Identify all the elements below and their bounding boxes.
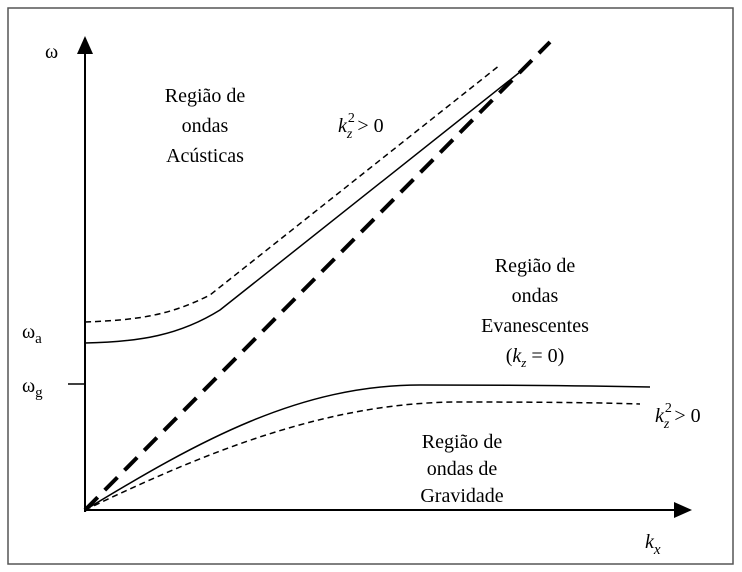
level-label: ωg bbox=[22, 375, 43, 401]
region-line: Gravidade bbox=[420, 485, 503, 507]
sound-line bbox=[83, 40, 552, 512]
region-evanescent: Região de ondas Evanescentes (kz = 0) bbox=[481, 255, 589, 370]
acoustic-dashed bbox=[84, 64, 501, 323]
x-axis-label: kx bbox=[645, 531, 661, 558]
region-line: ondas bbox=[182, 115, 229, 137]
acoustic-curve bbox=[84, 71, 521, 344]
y-axis-label: ω bbox=[45, 41, 58, 63]
region-line: Evanescentes bbox=[481, 315, 589, 337]
region-line: Região de bbox=[495, 255, 576, 277]
region-line: Região de bbox=[165, 85, 246, 107]
gravity-dashed bbox=[84, 401, 641, 511]
region-line: ondas de bbox=[427, 458, 498, 480]
gravity-curve bbox=[84, 384, 651, 511]
region-line: ondas bbox=[512, 285, 559, 307]
level-label: ωa bbox=[22, 321, 42, 347]
condition-label: k2 z > 0 bbox=[338, 111, 384, 142]
region-line: Acústicas bbox=[166, 145, 244, 167]
region-line: Região de bbox=[422, 431, 503, 453]
region-gravity: Região de ondas de Gravidade bbox=[420, 431, 503, 507]
condition-label: k2 z > 0 bbox=[655, 401, 701, 432]
region-acoustic: Região de ondas Acústicas bbox=[165, 85, 246, 167]
region-condition: (kz = 0) bbox=[506, 345, 565, 370]
frame bbox=[7, 7, 734, 565]
